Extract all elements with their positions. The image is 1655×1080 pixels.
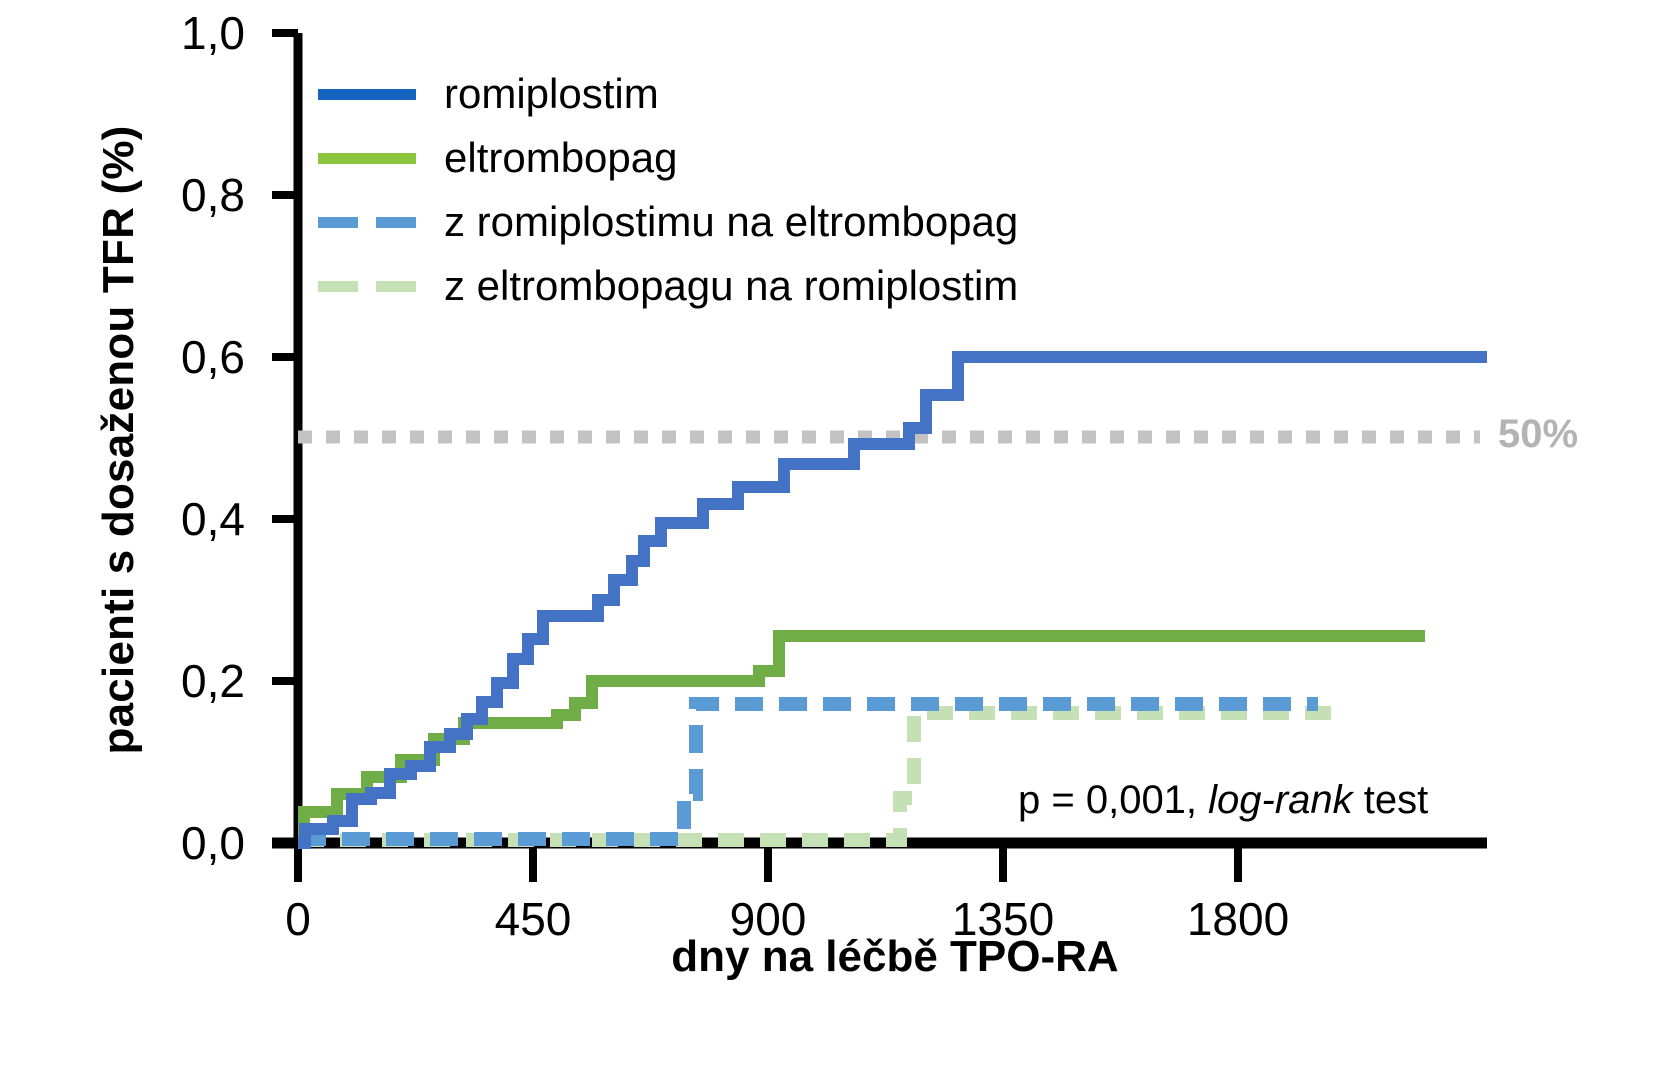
x-tick-label-3: 900 — [729, 893, 807, 945]
y-tick-label-3: 0,6 — [181, 331, 245, 383]
x-tick-label-2: 450 — [494, 893, 572, 945]
reference-line-label: 50% — [1498, 412, 1579, 456]
legend-item-romiplostim[interactable]: romiplostim — [318, 62, 1078, 126]
legend-label-z-eltrombopagu-na-romiplostim: z eltrombopagu na romiplostim — [444, 262, 1019, 309]
x-tick-label-4: 1350 — [951, 893, 1055, 945]
chart-legend: romiplostim eltrombopag z romiplostimu n… — [318, 62, 1078, 318]
legend-swatch-z-eltrombopagu-na-romiplostim — [318, 280, 416, 292]
series-line-z-eltrombopagu-na-romiplostim — [298, 706, 1332, 847]
legend-item-z-romiplostimu-na-eltrombopag[interactable]: z romiplostimu na eltrombopag — [318, 190, 1078, 254]
x-axis-title: dny na léčbě TPO-RA — [671, 932, 1119, 981]
series-line-z-romiplostimu-na-eltrombopag — [298, 697, 1318, 846]
pvalue-test-name: log-rank — [1208, 778, 1353, 822]
y-tick-label-6: 0,0 — [181, 817, 245, 869]
legend-item-z-eltrombopagu-na-romiplostim[interactable]: z eltrombopagu na romiplostim — [318, 254, 1078, 318]
pvalue-annotation: p = 0,001, log-rank test — [1018, 778, 1428, 823]
legend-label-romiplostim: romiplostim — [444, 70, 659, 117]
legend-swatch-romiplostim — [318, 88, 416, 100]
y-axis-title: pacienti s dosaženou TFR (%) — [94, 125, 143, 755]
x-tick-label-1: 0 — [285, 893, 311, 945]
series-line-romiplostim — [298, 351, 1487, 849]
legend-label-eltrombopag: eltrombopag — [444, 134, 678, 181]
pvalue-prefix: p = 0,001, — [1018, 778, 1209, 822]
legend-item-eltrombopag[interactable]: eltrombopag — [318, 126, 1078, 190]
legend-swatch-z-romiplostimu-na-eltrombopag — [318, 216, 416, 228]
x-tick-label-5: 1800 — [1186, 893, 1290, 945]
x-axis-ticks — [294, 843, 1242, 882]
y-tick-label-1: 1,0 — [181, 7, 245, 59]
y-tick-label-4: 0,4 — [181, 493, 245, 545]
legend-label-z-romiplostimu-na-eltrombopag: z romiplostimu na eltrombopag — [444, 198, 1019, 245]
pvalue-suffix: test — [1352, 778, 1429, 822]
legend-swatch-eltrombopag — [318, 152, 416, 164]
y-tick-label-5: 0,2 — [181, 655, 245, 707]
y-axis-ticks — [272, 29, 298, 847]
y-tick-label-2: 0,8 — [181, 169, 245, 221]
